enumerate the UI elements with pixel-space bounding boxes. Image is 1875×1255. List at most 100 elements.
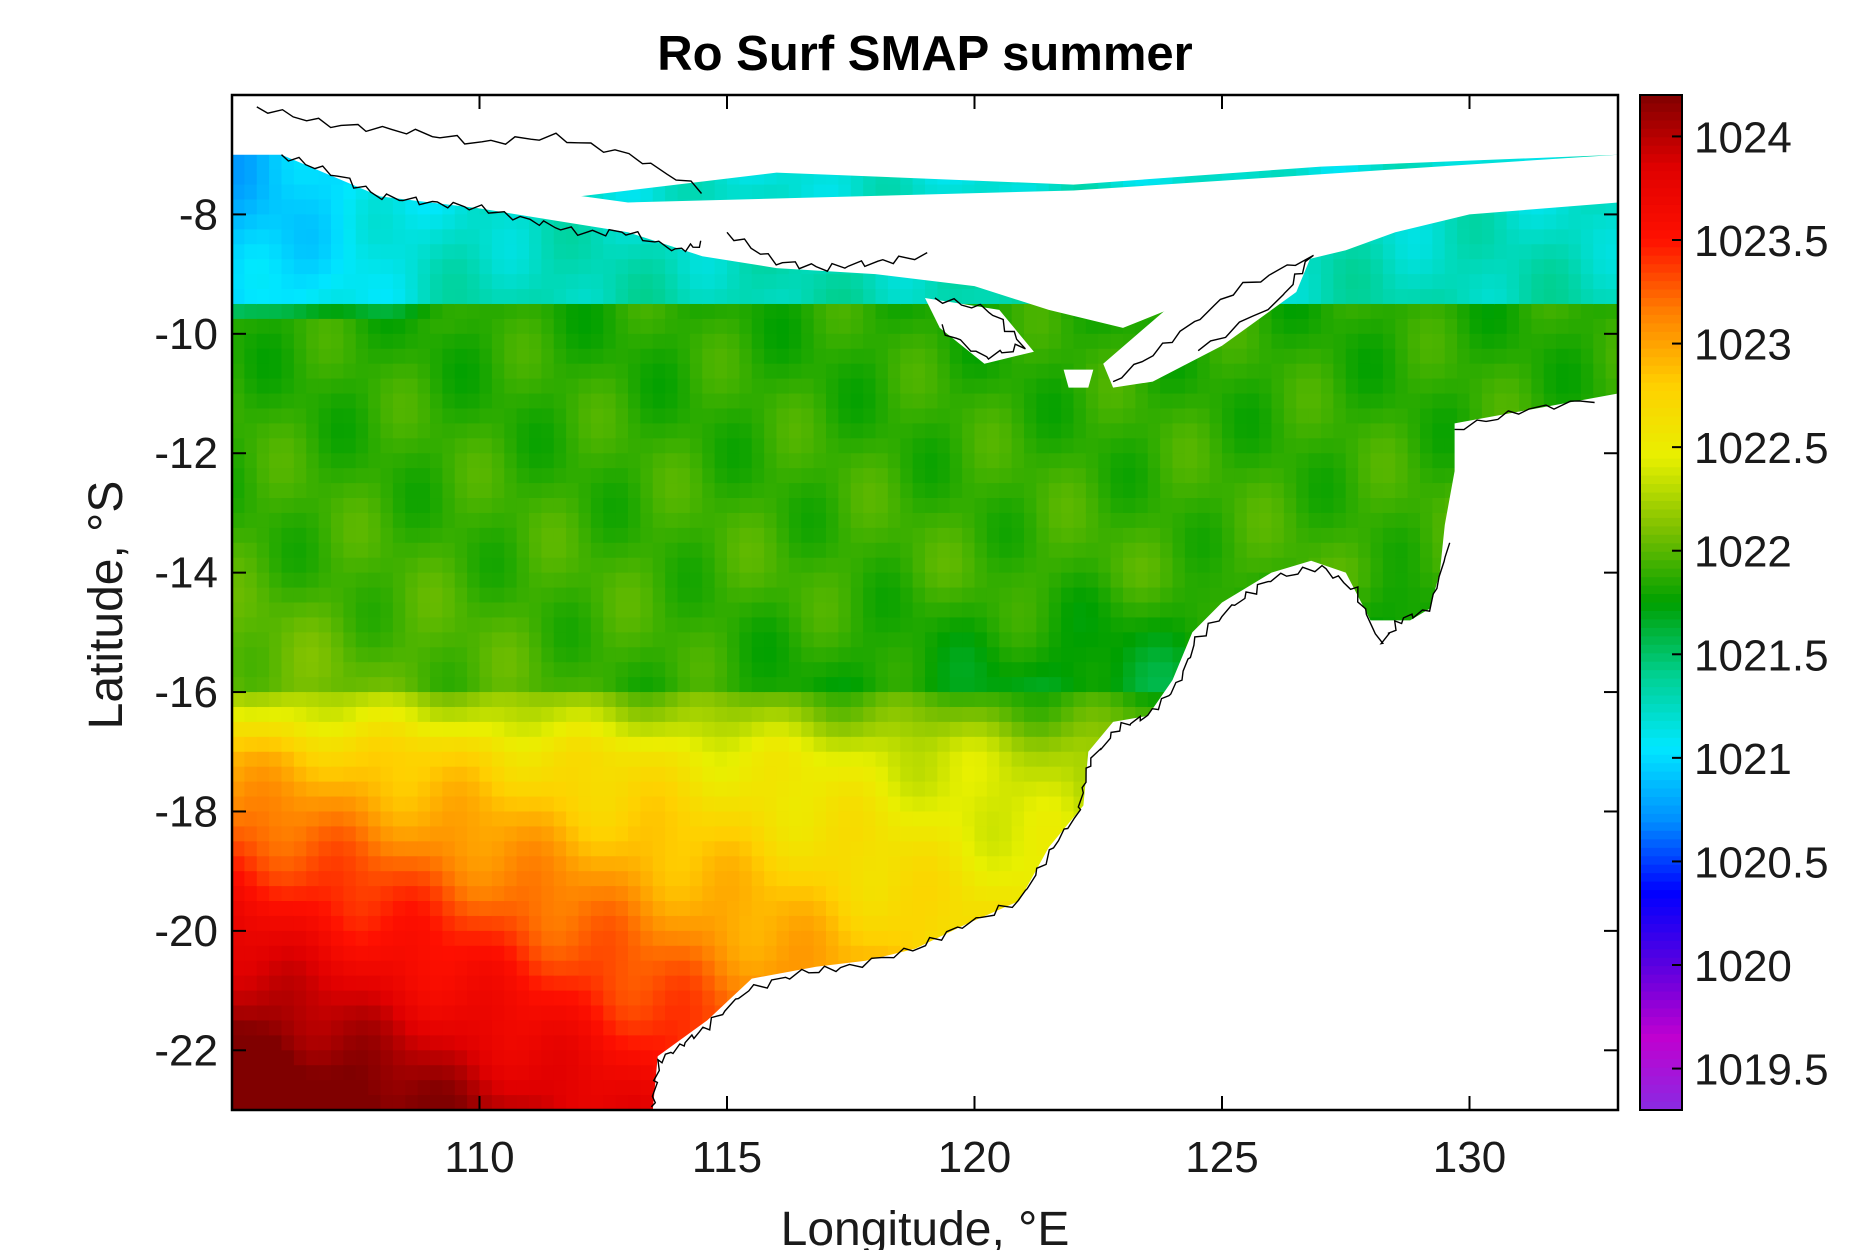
- heatmap-cell: [652, 1005, 666, 1022]
- heatmap-cell: [986, 841, 1000, 857]
- heatmap-cell: [1123, 527, 1136, 544]
- heatmap-cell: [467, 945, 481, 962]
- heatmap-cell: [1048, 811, 1062, 827]
- heatmap-cell: [727, 841, 740, 857]
- heatmap-cell: [1011, 692, 1025, 708]
- heatmap-cell: [405, 1005, 419, 1022]
- heatmap-cell: [603, 483, 617, 499]
- heatmap-cell: [590, 677, 604, 693]
- heatmap-cell: [541, 259, 555, 275]
- heatmap-cell: [1061, 706, 1075, 723]
- heatmap-cell: [1036, 617, 1050, 633]
- heatmap-cell: [343, 721, 357, 738]
- heatmap-cell: [603, 348, 617, 365]
- heatmap-cell: [380, 214, 394, 230]
- heatmap-cell: [751, 766, 765, 783]
- heatmap-cell: [937, 572, 951, 589]
- heatmap-cell: [640, 706, 654, 723]
- heatmap-cell: [454, 572, 468, 589]
- heatmap-cell: [801, 274, 815, 290]
- heatmap-cell: [702, 781, 716, 798]
- heatmap-cell: [578, 871, 592, 887]
- heatmap-cell: [331, 930, 344, 947]
- heatmap-cell: [529, 692, 542, 708]
- heatmap-cell: [504, 259, 518, 275]
- heatmap-cell: [442, 960, 456, 977]
- heatmap-cell: [392, 199, 406, 216]
- heatmap-cell: [912, 512, 926, 529]
- heatmap-cell: [442, 1005, 456, 1022]
- heatmap-cell: [974, 602, 988, 619]
- heatmap-cell: [306, 721, 320, 738]
- heatmap-cell: [677, 871, 691, 887]
- heatmap-cell: [553, 826, 567, 842]
- heatmap-cell: [1024, 512, 1037, 529]
- heatmap-cell: [318, 1080, 332, 1096]
- heatmap-cell: [875, 363, 889, 380]
- heatmap-cell: [751, 930, 765, 947]
- heatmap-cell: [590, 871, 604, 887]
- heatmap-cell: [628, 647, 641, 663]
- heatmap-cell: [417, 393, 431, 410]
- heatmap-cell: [368, 736, 382, 753]
- heatmap-cell: [727, 736, 740, 753]
- heatmap-cell: [776, 856, 790, 872]
- heatmap-cell: [331, 1020, 344, 1036]
- heatmap-cell: [937, 333, 951, 350]
- heatmap-cell: [331, 542, 344, 559]
- heatmap-cell: [380, 826, 394, 842]
- heatmap-cell: [900, 587, 914, 604]
- heatmap-cell: [269, 557, 283, 574]
- heatmap-cell: [442, 512, 456, 529]
- heatmap-cell: [962, 886, 976, 902]
- heatmap-cell: [293, 408, 307, 424]
- heatmap-cell: [454, 289, 468, 305]
- heatmap-cell: [640, 587, 654, 604]
- heatmap-cell: [590, 1005, 604, 1022]
- heatmap-cell: [553, 512, 567, 529]
- heatmap-cell: [962, 393, 976, 410]
- heatmap-cell: [776, 796, 790, 813]
- heatmap-cell: [318, 438, 332, 454]
- heatmap-cell: [962, 453, 976, 469]
- heatmap-cell: [529, 542, 542, 559]
- heatmap-cell: [788, 348, 802, 365]
- heatmap-cell: [1061, 512, 1075, 529]
- heatmap-cell: [244, 886, 258, 902]
- heatmap-cell: [603, 318, 617, 335]
- heatmap-cell: [516, 363, 530, 380]
- heatmap-cell: [727, 886, 740, 902]
- heatmap-cell: [430, 587, 443, 604]
- heatmap-cell: [392, 587, 406, 604]
- heatmap-cell: [590, 468, 604, 484]
- heatmap-cell: [566, 736, 580, 753]
- heatmap-cell: [467, 333, 481, 350]
- heatmap-cell: [269, 1035, 283, 1051]
- heatmap-cell: [566, 826, 580, 842]
- heatmap-cell: [727, 811, 740, 827]
- heatmap-cell: [863, 915, 877, 932]
- heatmap-cell: [318, 527, 332, 544]
- heatmap-cell: [887, 721, 901, 738]
- heatmap-cell: [232, 841, 245, 857]
- heatmap-cell: [318, 975, 332, 992]
- heatmap-cell: [529, 706, 542, 723]
- heatmap-cell: [430, 901, 443, 917]
- heatmap-cell: [479, 453, 493, 469]
- heatmap-cell: [900, 721, 914, 738]
- heatmap-cell: [776, 318, 790, 335]
- heatmap-cell: [355, 706, 369, 723]
- heatmap-cell: [529, 259, 542, 275]
- heatmap-cell: [553, 229, 567, 245]
- heatmap-cell: [887, 318, 901, 335]
- heatmap-cell: [244, 259, 258, 275]
- heatmap-cell: [652, 721, 666, 738]
- heatmap-cell: [813, 542, 827, 559]
- heatmap-cell: [293, 990, 307, 1007]
- heatmap-cell: [1061, 408, 1075, 424]
- heatmap-cell: [714, 692, 728, 708]
- heatmap-cell: [689, 751, 703, 768]
- heatmap-cell: [244, 318, 258, 335]
- heatmap-cell: [454, 647, 468, 663]
- heatmap-cell: [1073, 647, 1087, 663]
